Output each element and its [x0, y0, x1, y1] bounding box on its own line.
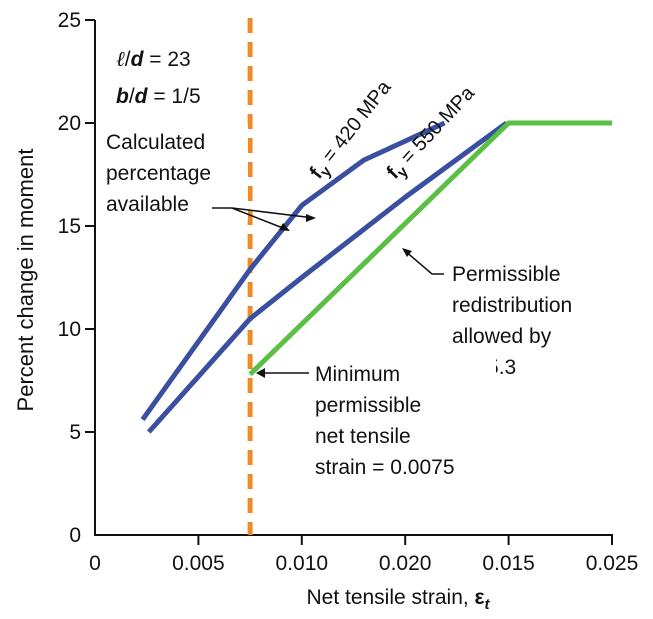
x-tick-label: 0.020 [379, 552, 432, 575]
series-label-550-text: = 550 MPa [393, 82, 480, 173]
y-tick-label: 5 [69, 421, 81, 444]
ratio-l-over-d: ℓ/d = 23 [116, 47, 191, 71]
x-axis-label-subscript: t [485, 596, 491, 613]
callout-calculated-bg [100, 124, 248, 220]
callout-calculated: Calculated percentage available [100, 124, 316, 231]
plot-area [140, 18, 612, 535]
y-axis-label: Percent change in moment [13, 149, 38, 412]
callout-permissible-leader [403, 249, 444, 275]
y-tick-label: 15 [58, 215, 81, 238]
ratio-b-b: b [116, 85, 129, 108]
ratio-b-value: = 1/5 [148, 85, 201, 108]
y-tick-label: 20 [58, 112, 81, 135]
callout-minimum-line3: net tensile [315, 425, 411, 448]
series-label-420-text: = 420 MPa [315, 76, 396, 171]
series-line-permissible [248, 120, 612, 377]
ratio-b-d: d [135, 85, 149, 108]
x-tick-label: 0 [89, 552, 101, 575]
x-axis-label-symbol: ε [475, 586, 485, 609]
callout-calculated-line3: available [106, 193, 189, 216]
callout-minimum-bg [312, 356, 496, 486]
y-ticks: 0 5 10 15 20 25 [58, 9, 95, 547]
callout-calculated-arrow-1 [231, 207, 289, 231]
series-label-550: fy = 550 MPa [383, 82, 483, 187]
callout-minimum-line1: Minimum [315, 363, 400, 386]
callout-permissible-line3: allowed by [452, 325, 552, 348]
ratio-l-d: d [131, 48, 145, 71]
callout-calculated-arrowhead-1 [279, 223, 290, 231]
x-ticks: 0 0.005 0.010 0.020 0.015 0.025 [89, 535, 638, 575]
callout-calculated-arrowhead-2 [306, 214, 316, 222]
y-tick-label: 25 [58, 9, 81, 32]
axes [94, 20, 613, 536]
ratio-b-slash: / [129, 85, 135, 108]
y-tick-label: 10 [58, 318, 81, 341]
x-tick-label: 0.025 [586, 552, 639, 575]
x-axis-label: Net tensile strain, εt [306, 586, 490, 613]
callout-minimum: Minimum permissible net tensile strain =… [256, 356, 496, 486]
series-line-fy-420 [140, 120, 446, 422]
ratio-b-over-d: b/d = 1/5 [116, 85, 201, 108]
ratio-l-slash: / [125, 48, 131, 71]
callout-minimum-arrowhead [256, 368, 265, 378]
x-tick-label: 0.015 [482, 552, 535, 575]
callout-minimum-line4: strain = 0.0075 [315, 456, 455, 479]
series-line-fy-550 [146, 120, 508, 434]
x-tick-label: 0.010 [276, 552, 329, 575]
x-tick-label: 0.005 [172, 552, 225, 575]
ratio-l-value: = 23 [143, 48, 190, 71]
callout-minimum-line2: permissible [315, 394, 421, 417]
x-axis-label-text: Net tensile strain, [306, 586, 474, 609]
callout-calculated-arrow-2 [231, 207, 315, 219]
y-tick-label: 0 [69, 524, 81, 547]
callout-permissible-line2: redistribution [452, 294, 572, 317]
callout-permissible-line1: Permissible [452, 263, 561, 286]
callout-calculated-line2: percentage [106, 162, 211, 185]
callout-calculated-line1: Calculated [106, 131, 205, 154]
callout-permissible-arrowhead [402, 248, 412, 257]
ratio-l-symbol: ℓ [116, 47, 125, 71]
